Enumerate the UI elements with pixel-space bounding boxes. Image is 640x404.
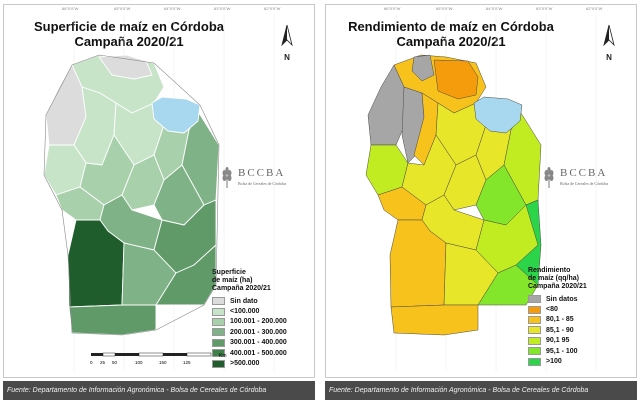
graticule-label: 65°0'0"W [114,6,131,11]
legend-item: 200.001 - 300.000 [212,327,287,337]
legend-swatch [212,359,225,368]
department-region [390,304,479,336]
legend-item: 90,1 95 [528,336,587,346]
legend-swatch [212,338,225,347]
legend-label: 300.001 - 400.000 [230,339,287,347]
legend-item: Sin dato [212,296,287,306]
legend-swatch [212,349,225,358]
legend-label: >100 [546,358,562,366]
map-panel-yield: Rendimiento de maíz en Córdoba Campaña 2… [325,4,637,378]
legend: Superficie de maíz (ha) Campaña 2020/21 … [212,269,287,369]
legend-title: Superficie de maíz (ha) Campaña 2020/21 [212,269,271,292]
scale-tick: 0 [90,360,93,365]
map-title-line1: Superficie de maíz en Córdoba [34,19,224,34]
department-region [433,59,479,100]
legend-swatch [528,295,541,304]
province-map [43,15,275,371]
legend-label: 80,1 - 85 [546,316,574,324]
graticule-label: 63°0'0"W [214,6,231,11]
graticule-label: 63°0'0"W [536,6,553,11]
graticule-label: 66°0'0"W [62,6,79,11]
source-footer: Fuente: Departamento de Información Agro… [325,381,637,400]
legend-label: <80 [546,306,558,314]
logo-title: BCCBA [238,167,286,179]
legend-label: 95,1 - 100 [546,347,578,355]
legend-item: >100 [528,356,587,366]
north-label: N [284,53,290,62]
legend-label: 200.001 - 300.000 [230,328,287,336]
logo-title: BCCBA [560,167,608,179]
legend: Rendimiento de maíz (qq/ha) Campaña 2020… [528,267,587,367]
legend-swatch [528,336,541,345]
legend-label: 100.001 - 200.000 [230,318,287,326]
graticule-label: 62°0'0"W [264,6,281,11]
logo-subtitle: Bolsa de Cereales de Córdoba [238,181,287,186]
legend-label: 85,1 - 90 [546,326,574,334]
legend-label: Sin dato [230,297,258,305]
legend-item: 80,1 - 85 [528,315,587,325]
legend-swatch [212,307,225,316]
department-region [411,54,435,82]
lake-mar-chiquita [473,96,523,134]
legend-item: 300.001 - 400.000 [212,338,287,348]
legend-label: <100.000 [230,308,260,316]
scale-bar: Km 0 25 50 100 150 125 [90,352,227,365]
north-arrow: N [280,24,294,62]
graticule-label: 66°0'0"W [384,6,401,11]
map-title-line2: Campaña 2020/21 [74,34,184,49]
scale-tick: 25 [100,360,106,365]
scale-tick: 150 [159,360,167,365]
legend-label: >500.000 [230,360,260,368]
province-map [365,15,597,371]
legend-item: 100.001 - 200.000 [212,317,287,327]
department-region [155,244,217,306]
legend-swatch [528,357,541,366]
legend-swatch [212,328,225,337]
bccba-logo: BCCBA Bolsa de Cereales de Córdoba [538,167,618,188]
legend-label: 400.001 - 500.000 [230,349,287,357]
graticule-label: 65°0'0"W [436,6,453,11]
legend-swatch [212,297,225,306]
legend-item: <80 [528,304,587,314]
map-title-line2: Campaña 2020/21 [396,34,506,49]
map-title: Rendimiento de maíz en Córdoba Campaña 2… [326,19,576,49]
legend-swatch [528,315,541,324]
legend-item: <100.000 [212,306,287,316]
department-region [68,304,157,336]
logo-subtitle: Bolsa de Cereales de Córdoba [560,181,609,186]
wheat-icon [222,167,232,188]
legend-swatch [212,317,225,326]
north-arrow: N [602,24,616,62]
bccba-logo: BCCBA Bolsa de Cereales de Córdoba [216,167,296,188]
map-title-line1: Rendimiento de maíz en Córdoba [348,19,554,34]
north-arrow-icon [603,24,615,47]
north-label: N [606,53,612,62]
map-title: Superficie de maíz en Córdoba Campaña 20… [4,19,254,49]
department-region [477,264,539,306]
legend-item: >500.000 [212,358,287,368]
legend-swatch [528,347,541,356]
legend-swatch [528,305,541,314]
graticule-label: 62°0'0"W [586,6,603,11]
legend-label: 90,1 95 [546,337,570,345]
legend-label: Sin datos [546,295,578,303]
graticule-label: 64°0'0"W [486,6,503,11]
legend-item: 95,1 - 100 [528,346,587,356]
legend-item: 85,1 - 90 [528,325,587,335]
legend-swatch [528,326,541,335]
source-footer: Fuente: Departamento de Información Agro… [3,381,315,400]
legend-title: Rendimiento de maíz (qq/ha) Campaña 2020… [528,267,587,290]
scale-unit: Km [219,353,227,359]
north-arrow-icon [281,24,293,47]
legend-item: Sin datos [528,294,587,304]
scale-tick: 125 [183,360,191,365]
scale-tick: 50 [112,360,118,365]
graticule-label: 64°0'0"W [164,6,181,11]
lake-mar-chiquita [151,96,201,134]
map-panel-surface: Superficie de maíz en Córdoba Campaña 20… [3,4,315,378]
wheat-icon [544,167,554,188]
scale-tick: 100 [135,360,143,365]
legend-item: 400.001 - 500.000 [212,348,287,358]
